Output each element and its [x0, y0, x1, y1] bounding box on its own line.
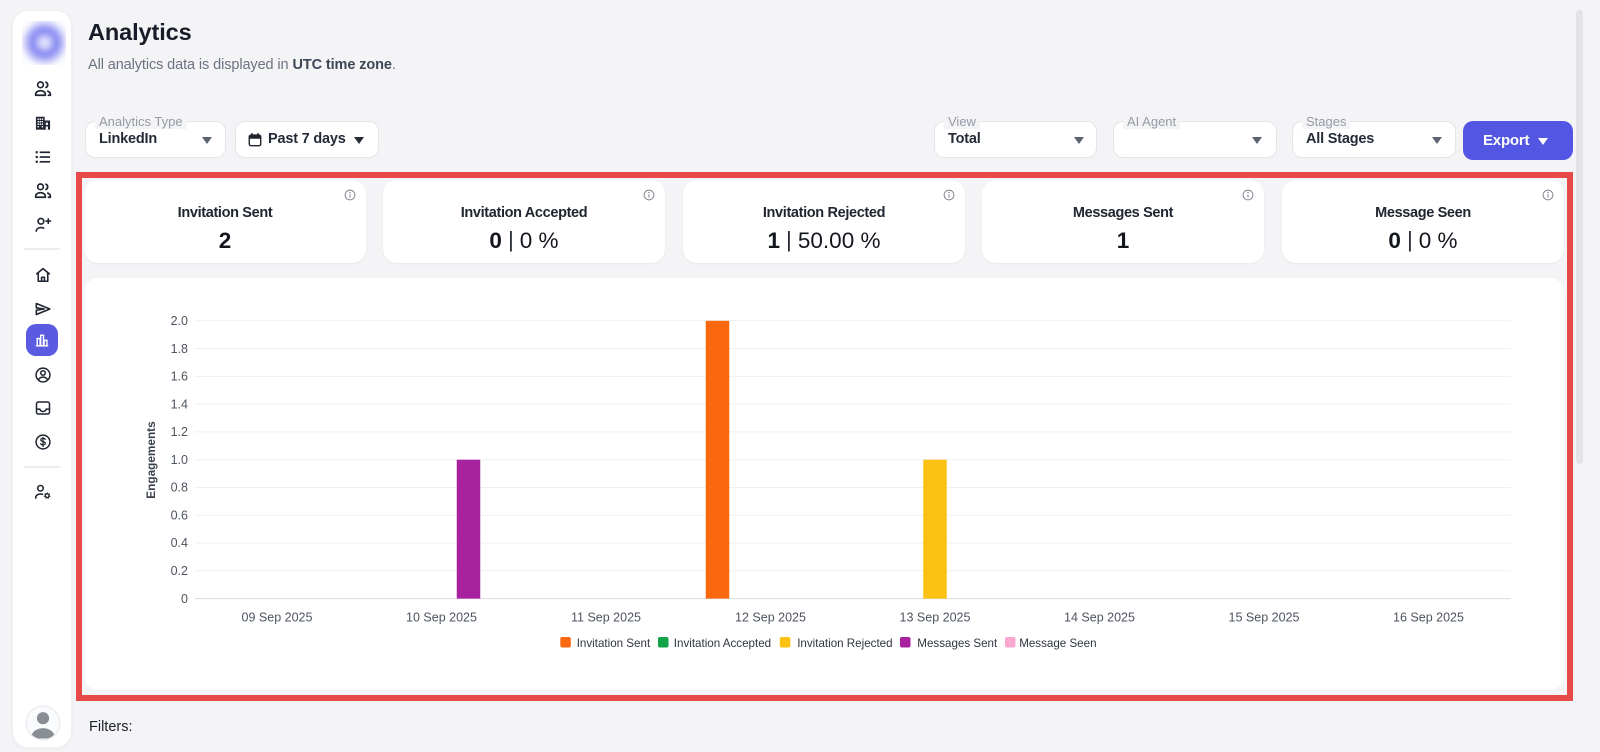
- svg-text:15 Sep 2025: 15 Sep 2025: [1229, 611, 1300, 625]
- svg-text:1.4: 1.4: [171, 397, 188, 411]
- svg-text:0.2: 0.2: [171, 564, 188, 578]
- svg-text:1.0: 1.0: [171, 453, 188, 467]
- svg-text:14 Sep 2025: 14 Sep 2025: [1064, 611, 1135, 625]
- svg-text:10 Sep 2025: 10 Sep 2025: [406, 611, 477, 625]
- svg-text:Engagements: Engagements: [144, 421, 158, 499]
- svg-text:0.8: 0.8: [171, 481, 188, 495]
- svg-text:1.8: 1.8: [171, 342, 188, 356]
- svg-text:13 Sep 2025: 13 Sep 2025: [900, 611, 971, 625]
- svg-text:2.0: 2.0: [171, 314, 188, 328]
- svg-text:1.6: 1.6: [171, 370, 188, 384]
- svg-text:09 Sep 2025: 09 Sep 2025: [242, 611, 313, 625]
- svg-text:Message Seen: Message Seen: [1019, 637, 1096, 650]
- svg-text:0.6: 0.6: [171, 509, 188, 523]
- svg-text:Invitation Accepted: Invitation Accepted: [674, 637, 771, 650]
- svg-text:Invitation Sent: Invitation Sent: [577, 637, 651, 650]
- svg-text:0: 0: [181, 592, 188, 606]
- svg-text:11 Sep 2025: 11 Sep 2025: [571, 611, 641, 625]
- svg-text:Invitation Rejected: Invitation Rejected: [797, 637, 892, 650]
- svg-text:0.4: 0.4: [171, 536, 188, 550]
- svg-text:Messages Sent: Messages Sent: [917, 637, 998, 650]
- svg-text:1.2: 1.2: [171, 425, 188, 439]
- svg-text:16 Sep 2025: 16 Sep 2025: [1393, 611, 1464, 625]
- svg-text:12 Sep 2025: 12 Sep 2025: [735, 611, 806, 625]
